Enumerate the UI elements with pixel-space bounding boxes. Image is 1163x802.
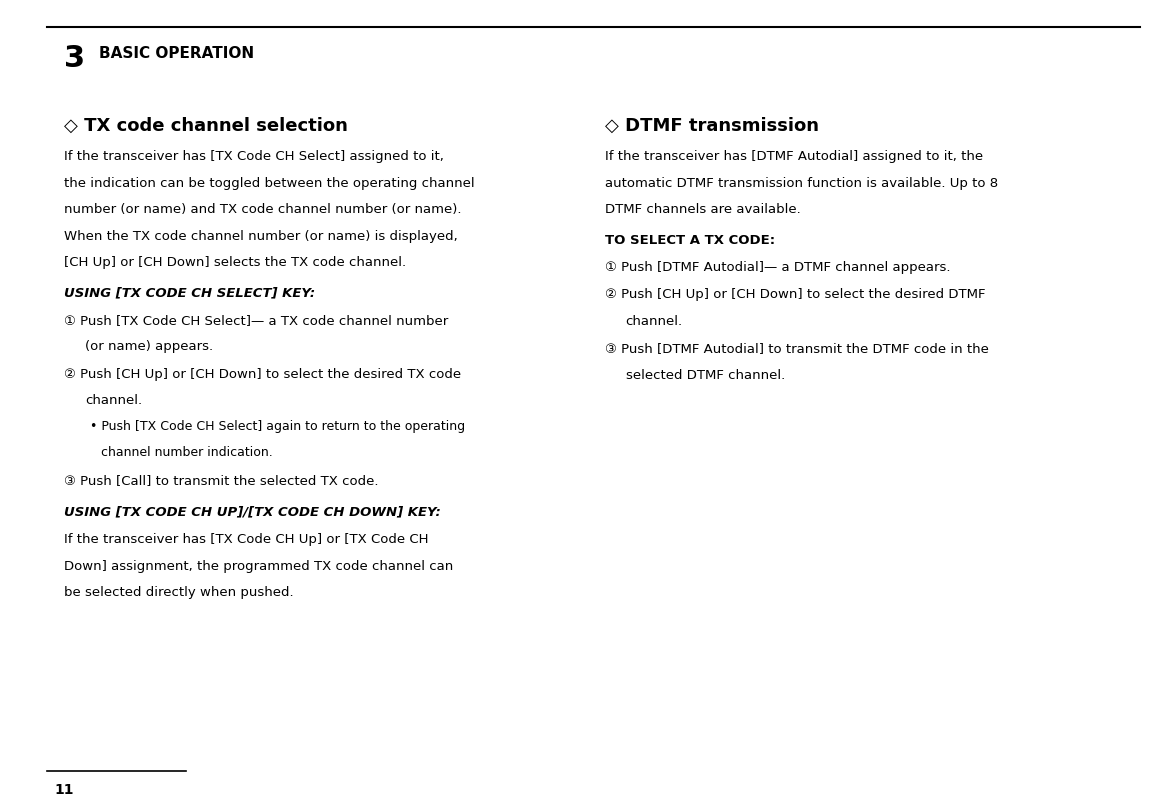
Text: USING [TX CODE CH SELECT] KEY:: USING [TX CODE CH SELECT] KEY: [64,286,315,299]
Text: the indication can be toggled between the operating channel: the indication can be toggled between th… [64,176,475,189]
Text: ③ Push [DTMF Autodial] to transmit the DTMF code in the: ③ Push [DTMF Autodial] to transmit the D… [605,342,989,354]
Text: ① Push [TX Code CH Select]— a TX code channel number: ① Push [TX Code CH Select]— a TX code ch… [64,314,448,326]
Text: If the transceiver has [DTMF Autodial] assigned to it, the: If the transceiver has [DTMF Autodial] a… [605,150,983,163]
Text: BASIC OPERATION: BASIC OPERATION [99,46,254,61]
Text: ① Push [DTMF Autodial]— a DTMF channel appears.: ① Push [DTMF Autodial]— a DTMF channel a… [605,261,950,273]
Text: TO SELECT A TX CODE:: TO SELECT A TX CODE: [605,233,775,246]
Text: If the transceiver has [TX Code CH Up] or [TX Code CH: If the transceiver has [TX Code CH Up] o… [64,533,428,545]
Text: 11: 11 [55,782,73,796]
Text: 3: 3 [64,44,85,73]
Text: [CH Up] or [CH Down] selects the TX code channel.: [CH Up] or [CH Down] selects the TX code… [64,256,406,269]
Text: channel.: channel. [626,314,683,327]
Text: channel number indication.: channel number indication. [101,446,273,459]
Text: ◇ DTMF transmission: ◇ DTMF transmission [605,116,819,134]
Text: • Push [TX Code CH Select] again to return to the operating: • Push [TX Code CH Select] again to retu… [90,419,465,432]
Text: selected DTMF channel.: selected DTMF channel. [626,368,785,381]
Text: DTMF channels are available.: DTMF channels are available. [605,203,800,216]
Text: ◇ TX code channel selection: ◇ TX code channel selection [64,116,348,134]
Text: (or name) appears.: (or name) appears. [85,340,213,353]
Text: number (or name) and TX code channel number (or name).: number (or name) and TX code channel num… [64,203,462,216]
Text: ② Push [CH Up] or [CH Down] to select the desired DTMF: ② Push [CH Up] or [CH Down] to select th… [605,288,985,301]
Text: If the transceiver has [TX Code CH Select] assigned to it,: If the transceiver has [TX Code CH Selec… [64,150,444,163]
Text: channel.: channel. [85,394,142,407]
Text: When the TX code channel number (or name) is displayed,: When the TX code channel number (or name… [64,229,458,242]
Text: automatic DTMF transmission function is available. Up to 8: automatic DTMF transmission function is … [605,176,998,189]
Text: Down] assignment, the programmed TX code channel can: Down] assignment, the programmed TX code… [64,559,454,572]
Text: be selected directly when pushed.: be selected directly when pushed. [64,585,293,598]
Text: ② Push [CH Up] or [CH Down] to select the desired TX code: ② Push [CH Up] or [CH Down] to select th… [64,367,461,380]
Text: USING [TX CODE CH UP]/[TX CODE CH DOWN] KEY:: USING [TX CODE CH UP]/[TX CODE CH DOWN] … [64,505,441,518]
Text: ③ Push [Call] to transmit the selected TX code.: ③ Push [Call] to transmit the selected T… [64,473,378,486]
